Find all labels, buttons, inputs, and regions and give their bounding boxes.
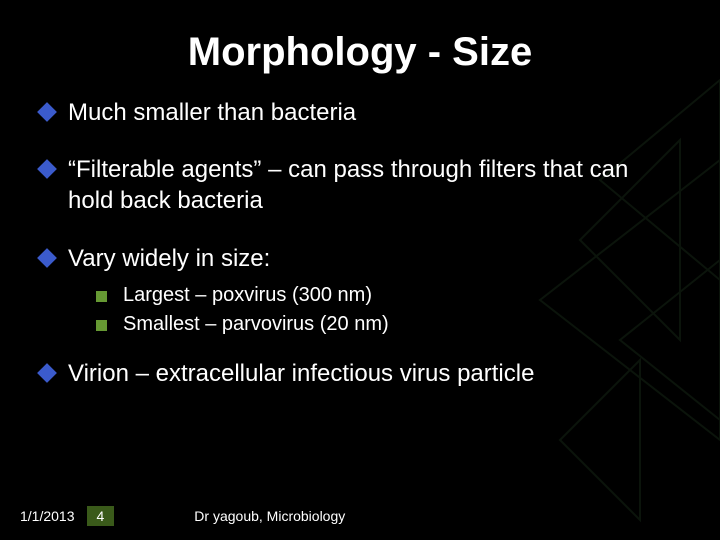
bullet-item: Much smaller than bacteria xyxy=(40,97,680,128)
sub-bullet-text: Smallest – parvovirus (20 nm) xyxy=(123,313,389,336)
diamond-icon xyxy=(37,248,57,268)
diamond-icon xyxy=(37,363,57,383)
slide: Morphology - Size Much smaller than bact… xyxy=(0,0,720,540)
bullet-text: “Filterable agents” – can pass through f… xyxy=(68,154,680,216)
sub-bullet-list: Largest – poxvirus (300 nm) Smallest – p… xyxy=(96,284,680,336)
footer: 1/1/2013 4 Dr yagoub, Microbiology xyxy=(20,506,700,526)
bullet-item: Vary widely in size: xyxy=(40,243,680,274)
bullet-item: “Filterable agents” – can pass through f… xyxy=(40,154,680,216)
bullet-list: Virion – extracellular infectious virus … xyxy=(40,358,680,389)
bullet-list: Much smaller than bacteria “Filterable a… xyxy=(40,97,680,274)
square-icon xyxy=(96,291,107,302)
sub-bullet-item: Largest – poxvirus (300 nm) xyxy=(96,284,680,307)
square-icon xyxy=(96,320,107,331)
bullet-item: Virion – extracellular infectious virus … xyxy=(40,358,680,389)
bullet-text: Virion – extracellular infectious virus … xyxy=(68,358,680,389)
diamond-icon xyxy=(37,159,57,179)
slide-title: Morphology - Size xyxy=(40,30,680,75)
bullet-text: Much smaller than bacteria xyxy=(68,97,680,128)
sub-bullet-text: Largest – poxvirus (300 nm) xyxy=(123,284,372,307)
sub-bullet-item: Smallest – parvovirus (20 nm) xyxy=(96,313,680,336)
footer-date: 1/1/2013 xyxy=(20,508,75,524)
diamond-icon xyxy=(37,102,57,122)
footer-author: Dr yagoub, Microbiology xyxy=(194,508,345,524)
bullet-text: Vary widely in size: xyxy=(68,243,680,274)
footer-page-number: 4 xyxy=(87,506,115,526)
